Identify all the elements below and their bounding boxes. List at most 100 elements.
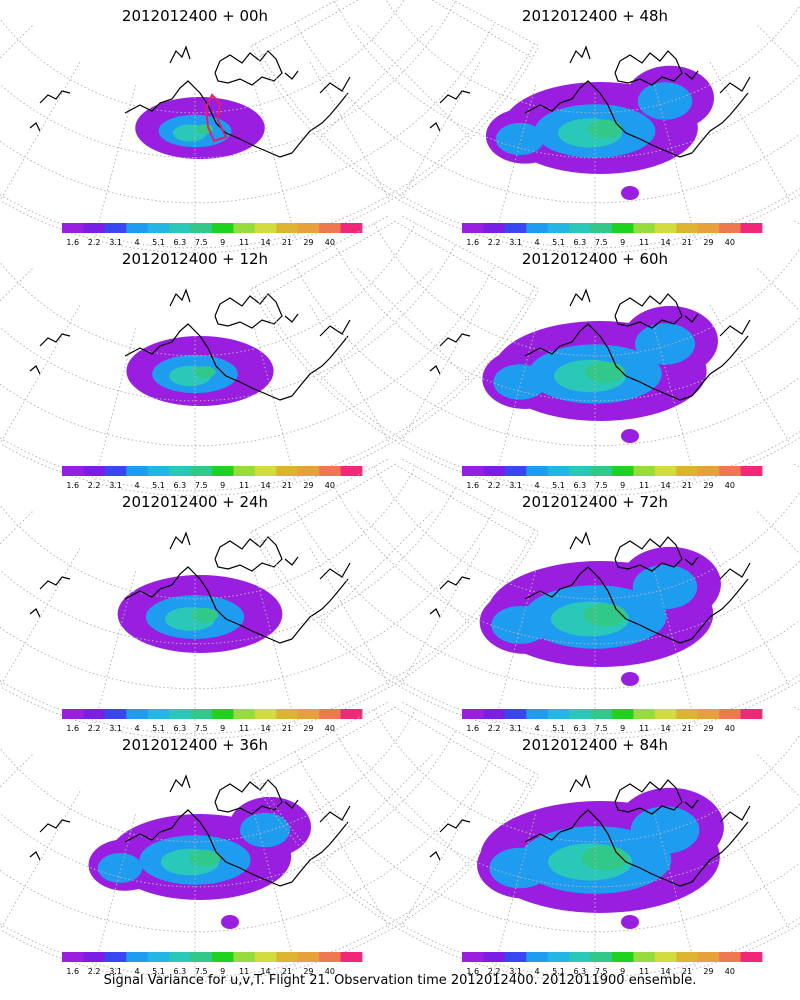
colorbar-swatch — [254, 952, 277, 962]
colorbar-tick-label: 2.2 — [488, 967, 501, 976]
colorbar-swatch — [526, 466, 549, 476]
coastline — [291, 335, 349, 397]
map-boundary — [0, 215, 540, 497]
colorbar-swatch — [126, 709, 149, 719]
coastline — [169, 531, 191, 550]
variance-contour — [585, 361, 625, 383]
map-boundary — [250, 215, 800, 497]
colorbar-tick-label: 21 — [282, 724, 292, 733]
colorbar-tick-label: 14 — [660, 724, 670, 733]
coastline — [569, 774, 591, 793]
coastline — [284, 556, 299, 566]
coastline — [284, 70, 299, 80]
panel-title: 2012012400 + 84h — [522, 736, 668, 754]
colorbar-tick-label: 4 — [134, 967, 139, 976]
map-panel: 2012012400 + 24h 1.6 2.2 3.1 4 5.1 6.3 7.5 9 11 14… — [0, 458, 540, 740]
colorbar-swatch — [190, 223, 213, 233]
colorbar-tick-label: 40 — [325, 724, 335, 733]
coastline — [429, 365, 441, 375]
colorbar-tick-label: 3.1 — [509, 724, 522, 733]
coastline — [39, 90, 71, 104]
colorbar-tick-label: 7.5 — [595, 238, 608, 247]
coastline — [319, 562, 351, 580]
variance-contour — [630, 806, 700, 854]
coastline — [319, 319, 351, 337]
graticule-meridian — [318, 511, 433, 626]
panel-title: 2012012400 + 36h — [122, 736, 268, 754]
graticule-meridian — [0, 304, 81, 444]
colorbar-tick-label: 4 — [534, 967, 539, 976]
coastline — [29, 365, 41, 375]
colorbar-swatch — [276, 952, 299, 962]
variance-contour — [489, 847, 551, 889]
coastline — [614, 293, 683, 329]
graticule-meridian — [399, 790, 481, 930]
graticule-meridian — [709, 304, 791, 444]
coastline — [169, 288, 191, 307]
colorbar-swatch — [340, 466, 363, 476]
colorbar-tick-label: 40 — [725, 481, 735, 490]
variance-contour — [632, 564, 698, 610]
colorbar: 1.6 2.2 3.1 4 5.1 6.3 7.5 9 11 14 21 29 40 — [62, 223, 363, 247]
map-area — [250, 458, 800, 740]
coastline — [29, 851, 41, 861]
colorbar-tick-label: 1.6 — [466, 481, 479, 490]
colorbar-tick-label: 5.1 — [152, 481, 165, 490]
colorbar-tick-label: 21 — [682, 724, 692, 733]
colorbar-swatch — [676, 952, 699, 962]
colorbar-swatch — [740, 223, 763, 233]
colorbar-swatch — [276, 709, 299, 719]
colorbar-swatch — [104, 223, 127, 233]
graticule-meridian — [0, 511, 33, 545]
colorbar-tick-label: 29 — [703, 238, 713, 247]
coastline — [684, 313, 699, 323]
colorbar-swatch — [462, 709, 484, 719]
colorbar-swatch — [297, 952, 320, 962]
colorbar-swatch — [676, 709, 699, 719]
coastline — [569, 288, 591, 307]
colorbar-swatch — [319, 466, 341, 476]
colorbar-swatch — [126, 952, 149, 962]
graticule-meridian — [257, 706, 397, 788]
colorbar-swatch — [526, 952, 549, 962]
colorbar-tick-label: 9 — [620, 481, 625, 490]
graticule-meridian — [399, 547, 481, 687]
graticule-meridian — [0, 61, 81, 201]
colorbar-tick-label: 29 — [703, 967, 713, 976]
colorbar-swatch — [719, 223, 741, 233]
variance-contour — [239, 812, 291, 848]
colorbar-tick-label: 14 — [260, 481, 270, 490]
colorbar-swatch — [504, 466, 527, 476]
colorbar-tick-label: 40 — [325, 238, 335, 247]
coastline — [29, 122, 41, 132]
coastline — [124, 323, 293, 401]
colorbar-swatch — [547, 466, 570, 476]
map-panel: 2012012400 + 84h 1.6 2.2 3.1 4 5.1 6.3 7.5 9 11 14… — [250, 701, 800, 983]
variance-contour — [495, 122, 545, 156]
colorbar-swatch — [676, 223, 699, 233]
graticule-meridian — [393, 220, 533, 302]
colorbar-tick-label: 5.1 — [152, 238, 165, 247]
coastline — [719, 562, 751, 580]
graticule-meridian — [257, 0, 359, 59]
colorbar-tick-label: 3.1 — [109, 724, 122, 733]
colorbar-swatch — [233, 709, 256, 719]
colorbar-swatch — [126, 223, 149, 233]
coastline — [429, 851, 441, 861]
colorbar-tick-label: 2.2 — [488, 481, 501, 490]
map-area — [0, 458, 540, 740]
colorbar-tick-label: 2.2 — [488, 724, 501, 733]
graticule-meridian — [309, 547, 391, 687]
colorbar-tick-label: 9 — [620, 238, 625, 247]
colorbar-tick-label: 11 — [639, 238, 649, 247]
colorbar-tick-label: 7.5 — [595, 967, 608, 976]
colorbar-swatch — [654, 952, 677, 962]
graticule-meridian — [93, 85, 136, 240]
graticule-meridian — [309, 790, 391, 930]
graticule-meridian — [654, 571, 697, 726]
graticule-latitude — [0, 223, 417, 357]
variance-contour — [621, 672, 639, 686]
graticule-meridian — [357, 754, 472, 869]
coastline — [719, 319, 751, 337]
